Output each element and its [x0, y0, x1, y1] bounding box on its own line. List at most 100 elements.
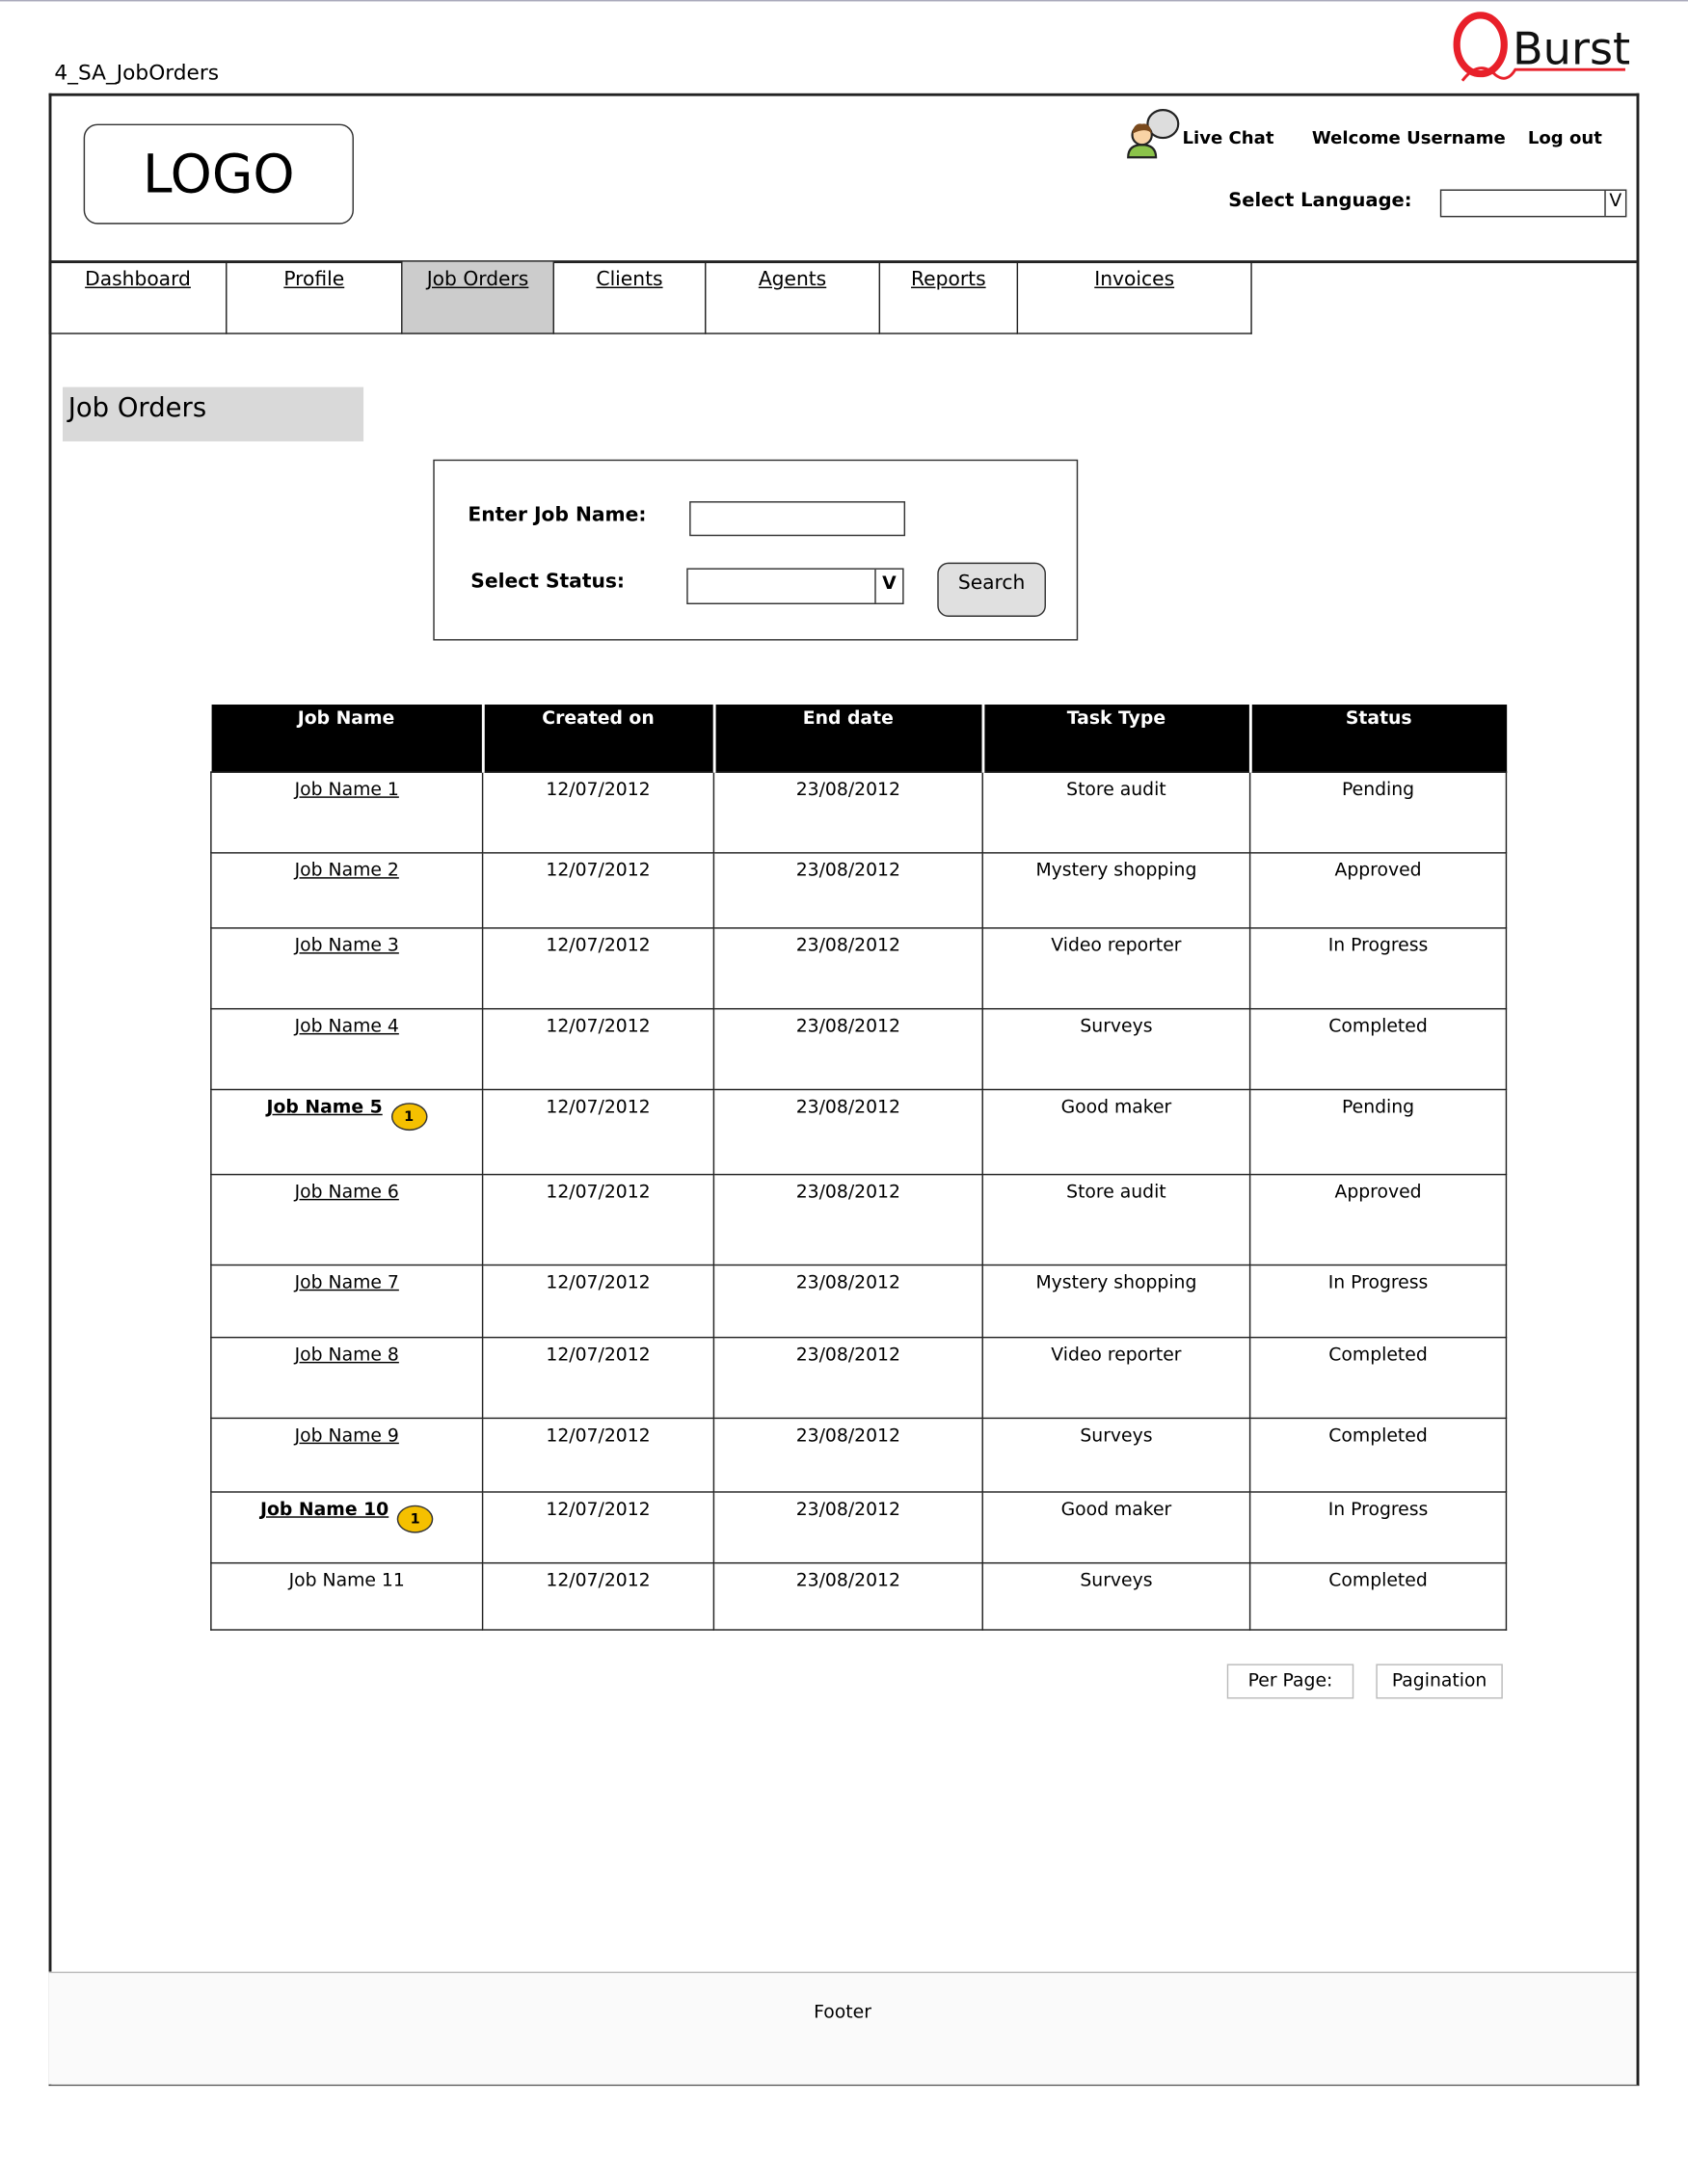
status-label: Select Status: [470, 571, 626, 594]
job-name-cell: Job Name 4 [210, 1007, 484, 1091]
job-name-link: Job Name 11 [288, 1570, 405, 1592]
end-date-cell: 23/08/2012 [712, 927, 983, 1010]
status-cell: Approved [1248, 852, 1508, 929]
chevron-down-icon: V [1604, 190, 1625, 216]
column-header[interactable]: Task Type [980, 705, 1250, 773]
main-frame [48, 93, 1640, 2087]
created-date-cell: 12/07/2012 [481, 1088, 715, 1176]
language-select[interactable]: V [1439, 189, 1627, 218]
status-cell: In Progress [1248, 927, 1508, 1010]
nav-profile[interactable]: Profile [227, 261, 403, 334]
pagination-control[interactable]: Pagination [1376, 1664, 1503, 1699]
end-date-cell: 23/08/2012 [712, 1336, 983, 1420]
live-chat-icon[interactable] [1124, 107, 1180, 163]
job-name-link[interactable]: Job Name 4 [294, 1016, 399, 1038]
column-header[interactable]: Created on [481, 705, 714, 773]
table-row: Job Name 3 12/07/2012 23/08/2012 Video repo… [210, 927, 1508, 1010]
notification-badge-icon[interactable]: 1 [396, 1505, 434, 1533]
job-name-cell: Job Name 6 [210, 1173, 484, 1266]
footer: Footer [48, 1971, 1637, 2085]
table-row: Job Name 11 12/07/2012 23/08/2012 Surveys Co… [210, 1561, 1508, 1631]
job-name-label: Enter Job Name: [468, 503, 647, 527]
status-cell: Completed [1248, 1561, 1508, 1631]
job-name-link[interactable]: Job Name 6 [294, 1182, 399, 1204]
task-type-cell: Store audit [981, 1173, 1251, 1266]
end-date-cell: 23/08/2012 [712, 1491, 983, 1564]
job-name-cell: Job Name 2 [210, 852, 484, 929]
job-name-link[interactable]: Job Name 9 [294, 1425, 399, 1448]
job-name-link[interactable]: Job Name 1 [294, 780, 399, 801]
nav-label: Job Orders [426, 268, 529, 291]
header-divider [48, 260, 1637, 264]
table-row: Job Name 6 12/07/2012 23/08/2012 Store audi… [210, 1173, 1508, 1266]
task-type-cell: Mystery shopping [981, 1264, 1251, 1339]
job-name-link[interactable]: Job Name 10 [259, 1499, 389, 1521]
nav-reports[interactable]: Reports [880, 261, 1019, 334]
notification-badge-icon[interactable]: 1 [390, 1103, 427, 1132]
nav-dashboard[interactable]: Dashboard [48, 261, 228, 334]
end-date-cell: 23/08/2012 [712, 1173, 983, 1266]
search-button[interactable]: Search [937, 562, 1046, 618]
job-name-cell: Job Name 1 [210, 771, 484, 854]
task-type-cell: Surveys [981, 1417, 1251, 1493]
logout-link[interactable]: Log out [1527, 126, 1602, 148]
end-date-cell: 23/08/2012 [712, 852, 983, 929]
status-cell: In Progress [1248, 1491, 1508, 1564]
table-row: Job Name 2 12/07/2012 23/08/2012 Mystery sh… [210, 852, 1508, 929]
end-date-cell: 23/08/2012 [712, 1088, 983, 1176]
task-type-cell: Video reporter [981, 927, 1251, 1010]
created-date-cell: 12/07/2012 [481, 852, 715, 929]
live-chat-link[interactable]: Live Chat [1182, 126, 1274, 148]
nav-label: Clients [596, 268, 663, 291]
nav-label: Reports [911, 268, 986, 291]
job-name-cell: Job Name 10 1 [210, 1491, 484, 1564]
nav-label: Agents [758, 268, 827, 291]
column-header[interactable]: End date [711, 705, 983, 773]
job-orders-table: Job Name Created on End date Task Type S… [210, 705, 1508, 1631]
table-header-row: Job Name Created on End date Task Type S… [210, 705, 1507, 773]
section-title: Job Orders [63, 386, 364, 441]
job-name-cell: Job Name 8 [210, 1336, 484, 1420]
nav-label: Dashboard [85, 268, 191, 291]
welcome-text: Welcome Username [1311, 126, 1506, 148]
column-header[interactable]: Status [1248, 705, 1507, 773]
search-panel [433, 459, 1079, 641]
task-type-cell: Good maker [981, 1491, 1251, 1564]
nav-invoices[interactable]: Invoices [1018, 261, 1252, 334]
job-name-link[interactable]: Job Name 3 [294, 935, 399, 957]
status-cell: Completed [1248, 1417, 1508, 1493]
job-name-link[interactable]: Job Name 5 [266, 1097, 383, 1119]
table-row: Job Name 5 1 12/07/2012 23/08/2012 Good make… [210, 1088, 1508, 1176]
qburst-logo: Burst [1451, 9, 1632, 90]
status-cell: Pending [1248, 1088, 1508, 1176]
job-name-cell: Job Name 5 1 [210, 1088, 484, 1176]
table-row: Job Name 1 12/07/2012 23/08/2012 Store audi… [210, 771, 1508, 854]
language-label: Select Language: [1228, 189, 1412, 212]
job-name-link[interactable]: Job Name 8 [294, 1345, 399, 1367]
table-row: Job Name 9 12/07/2012 23/08/2012 Surveys Com… [210, 1417, 1508, 1493]
status-cell: Pending [1248, 771, 1508, 854]
nav-agents[interactable]: Agents [706, 261, 881, 334]
table-row: Job Name 10 1 12/07/2012 23/08/2012 Good mak… [210, 1491, 1508, 1564]
task-type-cell: Good maker [981, 1088, 1251, 1176]
job-name-link[interactable]: Job Name 7 [294, 1272, 399, 1294]
chevron-down-icon: V [874, 569, 902, 603]
created-date-cell: 12/07/2012 [481, 1417, 715, 1493]
end-date-cell: 23/08/2012 [712, 1264, 983, 1339]
nav-job-orders[interactable]: Job Orders [402, 261, 554, 334]
nav-label: Profile [283, 268, 345, 291]
job-name-input[interactable] [689, 501, 906, 537]
per-page-button[interactable]: Per Page: [1226, 1664, 1354, 1699]
job-name-cell: Job Name 7 [210, 1264, 484, 1339]
task-type-cell: Surveys [981, 1007, 1251, 1091]
job-name-link[interactable]: Job Name 2 [294, 860, 399, 882]
svg-text:Burst: Burst [1513, 22, 1630, 74]
end-date-cell: 23/08/2012 [712, 1417, 983, 1493]
job-name-cell: Job Name 3 [210, 927, 484, 1010]
column-header[interactable]: Job Name [210, 705, 483, 773]
created-date-cell: 12/07/2012 [481, 927, 715, 1010]
status-select[interactable]: V [686, 568, 904, 604]
created-date-cell: 12/07/2012 [481, 1561, 715, 1631]
nav-clients[interactable]: Clients [553, 261, 707, 334]
